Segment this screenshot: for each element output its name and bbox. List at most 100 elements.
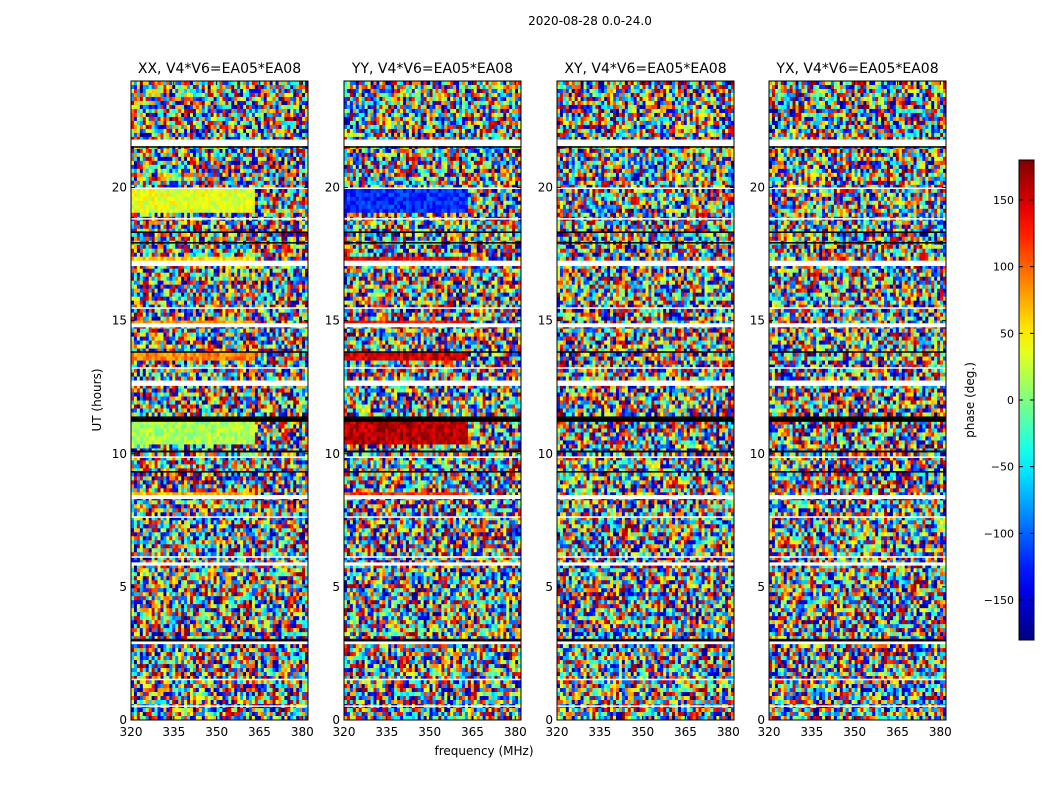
x-tick-label: 320 [120, 725, 143, 739]
flagged-row [769, 556, 946, 558]
flagged-row [131, 705, 308, 707]
panel-frame [343, 80, 522, 721]
x-tick-label: 380 [929, 725, 952, 739]
x-tick-label: 365 [886, 725, 909, 739]
panel-xx: XX, V4*V6=EA05*EA08 320 335 350 365 380 0 5 10 15… [112, 61, 314, 739]
y-tick-label: 0 [757, 713, 765, 727]
colorbar-tick-label: 50 [1000, 327, 1014, 340]
gap-row [769, 450, 946, 453]
flagged-row [131, 218, 308, 220]
flagged-row [769, 495, 946, 500]
gap-row [344, 242, 521, 244]
gap-row [557, 146, 734, 148]
flagged-row [131, 187, 308, 189]
x-tick-label: 380 [291, 725, 314, 739]
flagged-row [557, 456, 734, 458]
y-tick-label: 15 [112, 314, 127, 328]
heatmap-cells [769, 81, 947, 721]
x-tick-label: 380 [717, 725, 740, 739]
y-tick-label: 0 [545, 713, 553, 727]
y-tick-label: 15 [750, 314, 765, 328]
flagged-row [557, 139, 734, 147]
heatmap-cells [557, 81, 735, 721]
flagged-row [769, 187, 946, 189]
gap-row [131, 450, 308, 453]
y-tick-label: 10 [538, 447, 553, 461]
y-axis-label: UT (hours) [90, 368, 104, 431]
flagged-row [131, 260, 308, 267]
heatmap-cells [344, 81, 522, 721]
colorbar-tick-label: 150 [993, 194, 1014, 207]
x-tick-label: 320 [546, 725, 569, 739]
gap-row [557, 351, 734, 353]
gap-row [131, 146, 308, 148]
flagged-row [769, 323, 946, 328]
flagged-row [557, 495, 734, 500]
flagged-row [344, 218, 521, 220]
flagged-row [344, 456, 521, 458]
gap-row [131, 416, 308, 422]
flagged-row [769, 380, 946, 386]
flagged-row [131, 678, 308, 681]
flagged-row [769, 516, 946, 518]
x-tick-label: 320 [333, 725, 356, 739]
y-tick-label: 10 [325, 447, 340, 461]
flagged-row [769, 705, 946, 707]
gap-row [131, 638, 308, 642]
x-tick-label: 335 [800, 725, 823, 739]
flagged-row [557, 678, 734, 681]
gap-row [131, 471, 308, 473]
flagged-row [344, 187, 521, 189]
flagged-row [344, 367, 521, 369]
y-tick-label: 20 [538, 181, 553, 195]
gap-row [557, 450, 734, 453]
gap-row [769, 638, 946, 642]
flagged-row [557, 260, 734, 267]
gap-row [344, 638, 521, 642]
gap-row [769, 231, 946, 233]
panel-title: YY, V4*V6=EA05*EA08 [351, 61, 513, 77]
flagged-row [344, 495, 521, 500]
flagged-row [557, 187, 734, 189]
flagged-row [131, 323, 308, 328]
x-tick-label: 365 [674, 725, 697, 739]
x-tick-label: 350 [631, 725, 654, 739]
flagged-row [131, 495, 308, 500]
x-tick-label: 335 [375, 725, 398, 739]
gap-row [344, 450, 521, 453]
gap-row [557, 638, 734, 642]
y-tick-label: 0 [332, 713, 340, 727]
y-tick-label: 5 [119, 580, 127, 594]
y-tick-label: 20 [750, 181, 765, 195]
flagged-row [557, 562, 734, 566]
flagged-row [131, 367, 308, 369]
panel-frame [768, 80, 947, 721]
flagged-row [131, 516, 308, 518]
panel-yx: YX, V4*V6=EA05*EA08 320 335 350 365 380 0 5 10 15… [750, 61, 952, 739]
panel-title: XY, V4*V6=EA05*EA08 [564, 61, 726, 77]
y-tick-label: 0 [119, 713, 127, 727]
y-tick-label: 5 [757, 580, 765, 594]
x-tick-label: 350 [843, 725, 866, 739]
gap-row [557, 242, 734, 244]
panel-yy: YY, V4*V6=EA05*EA08 320 335 350 365 380 0 5 10 15… [325, 61, 527, 739]
flagged-row [131, 380, 308, 386]
y-tick-label: 15 [325, 314, 340, 328]
x-tick-label: 380 [504, 725, 527, 739]
gap-row [344, 416, 521, 422]
flagged-row [769, 456, 946, 458]
colorbar-tick-label: −50 [991, 461, 1014, 474]
y-tick-label: 5 [332, 580, 340, 594]
x-tick-label: 320 [758, 725, 781, 739]
flagged-row [344, 139, 521, 147]
flagged-row [769, 260, 946, 267]
y-tick-label: 20 [325, 181, 340, 195]
flagged-row [344, 516, 521, 518]
gap-row [344, 146, 521, 148]
flagged-row [557, 367, 734, 369]
gap-row [131, 242, 308, 244]
heatmap-cells [131, 81, 309, 721]
flagged-row [557, 640, 734, 645]
flagged-row [557, 705, 734, 707]
flagged-row [131, 307, 308, 309]
